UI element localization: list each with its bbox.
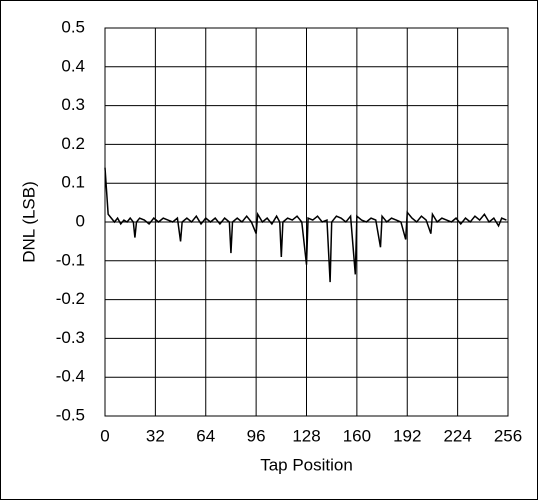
y-tick-label: -0.4 [56,367,85,386]
x-tick-label: 128 [292,426,320,445]
y-axis-title: DNL (LSB) [19,181,38,263]
y-tick-label: -0.2 [56,289,85,308]
x-tick-label: 256 [494,426,522,445]
x-tick-label: 96 [247,426,266,445]
y-tick-label: 0.5 [61,17,85,36]
x-tick-label: 32 [146,426,165,445]
y-tick-label: -0.5 [56,405,85,424]
y-tick-label: 0.1 [61,173,85,192]
x-tick-label: 224 [443,426,471,445]
plot-frame [104,27,509,417]
x-tick-label: 0 [100,426,109,445]
data-line [104,167,507,283]
y-tick-label: -0.1 [56,250,85,269]
y-tick-label: -0.3 [56,328,85,347]
x-tick-label: 64 [196,426,215,445]
x-tick-label: 192 [393,426,421,445]
y-tick-label: 0 [76,211,85,230]
x-tick-label: 160 [343,426,371,445]
x-axis-title: Tap Position [260,455,353,474]
y-tick-label: 0.2 [61,134,85,153]
y-tick-label: 0.4 [61,56,85,75]
y-tick-label: 0.3 [61,95,85,114]
